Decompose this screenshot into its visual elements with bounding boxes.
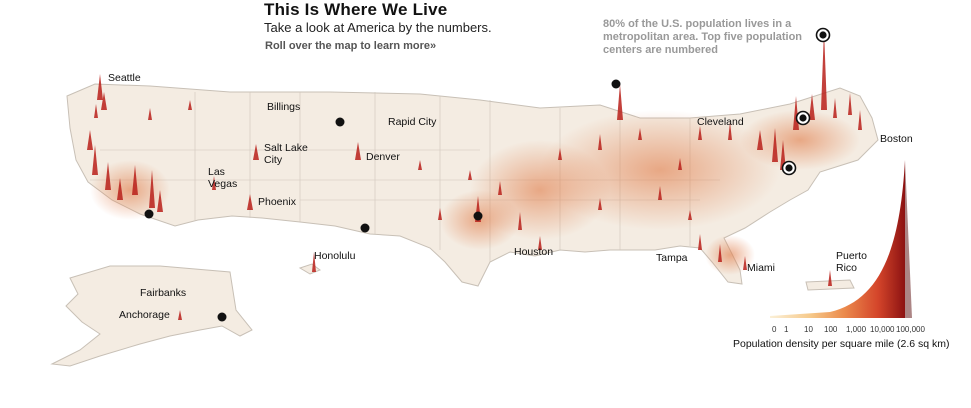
population-spike	[828, 270, 832, 286]
population-spike	[468, 170, 472, 180]
legend-tick: 1	[784, 325, 789, 334]
population-spike	[87, 130, 93, 150]
population-spike	[743, 256, 747, 270]
population-spike	[558, 148, 562, 160]
population-spike	[94, 104, 98, 118]
legend-tick: 1,000	[846, 325, 867, 334]
dot-nebraska	[335, 117, 345, 127]
population-spike	[157, 190, 163, 212]
population-spike	[438, 208, 442, 220]
population-spike	[638, 128, 642, 140]
label-houston: Houston	[514, 246, 553, 258]
hawaii-land[interactable]	[298, 263, 322, 275]
dot-anchorage	[217, 312, 227, 322]
population-spike	[538, 236, 542, 250]
population-spike	[355, 142, 361, 160]
population-spike	[498, 181, 502, 195]
alaska-land[interactable]	[50, 265, 253, 367]
population-spike	[149, 170, 155, 208]
page-title: This Is Where We Live	[264, 0, 448, 19]
label-rapid-city: Rapid City	[388, 116, 437, 128]
page-subtitle: Take a look at America by the numbers.	[264, 20, 492, 35]
metro-note: 80% of the U.S. population lives in a me…	[603, 18, 803, 56]
city-labels: Seattle Billings Rapid City Salt Lake Cit…	[108, 72, 913, 321]
population-spike	[698, 234, 702, 250]
population-spike	[809, 94, 815, 120]
population-spike	[678, 158, 682, 170]
legend-tick: 10,000	[870, 325, 895, 334]
label-tampa: Tampa	[656, 252, 688, 264]
legend-tick: 100,000	[896, 325, 925, 334]
density-legend	[770, 160, 912, 318]
population-spike	[97, 74, 103, 100]
population-spike	[658, 186, 662, 200]
label-miami: Miami	[747, 262, 775, 274]
population-spike	[598, 134, 602, 150]
city-dots	[144, 79, 621, 322]
marker-new-york[interactable]	[815, 27, 831, 43]
dot-chicago	[611, 79, 621, 89]
population-spike	[518, 212, 522, 230]
population-spike	[188, 100, 192, 110]
population-spike	[688, 210, 692, 220]
label-salt-lake-city: Salt Lake City	[264, 142, 308, 166]
label-billings: Billings	[267, 101, 300, 113]
label-phoenix: Phoenix	[258, 196, 297, 208]
legend-ramp	[770, 160, 905, 318]
population-spike	[821, 30, 827, 110]
population-spike	[833, 98, 837, 118]
population-spike	[312, 252, 316, 272]
label-las-vegas: Las Vegas	[208, 166, 237, 190]
population-spike	[698, 126, 702, 140]
dot-los-angeles	[144, 209, 154, 219]
population-spike	[132, 165, 138, 195]
population-spike	[105, 162, 111, 190]
population-spike	[178, 310, 182, 320]
population-spike	[757, 130, 763, 150]
label-cleveland: Cleveland	[697, 116, 744, 128]
legend-tick: 100	[824, 325, 838, 334]
population-spike	[728, 122, 732, 140]
population-spike	[858, 110, 862, 130]
population-spike	[247, 194, 253, 210]
legend-caption: Population density per square mile (2.6 …	[733, 338, 950, 350]
legend-tick: 10	[804, 325, 813, 334]
population-spike	[848, 93, 852, 115]
population-spike	[212, 176, 216, 190]
population-spike	[418, 160, 422, 170]
label-honolulu: Honolulu	[314, 250, 356, 262]
dot-new-mexico	[360, 223, 370, 233]
label-puerto-rico: Puerto Rico	[836, 250, 867, 274]
population-spike	[253, 144, 259, 160]
top-five-markers	[781, 27, 831, 176]
label-seattle: Seattle	[108, 72, 141, 84]
population-spike	[772, 128, 778, 162]
population-spike	[617, 84, 623, 120]
label-boston: Boston	[880, 133, 913, 145]
population-spike	[148, 108, 152, 120]
population-spike	[117, 178, 123, 200]
population-spike	[101, 92, 107, 110]
population-spike	[92, 145, 98, 175]
population-spike	[598, 198, 602, 210]
label-fairbanks: Fairbanks	[140, 287, 186, 299]
legend-tick: 0	[772, 325, 777, 334]
label-denver: Denver	[366, 151, 400, 163]
rollover-link[interactable]: Roll over the map to learn more»	[265, 40, 437, 52]
marker-washington[interactable]	[781, 160, 797, 176]
marker-philadelphia[interactable]	[795, 110, 811, 126]
population-spikes	[87, 30, 862, 320]
population-spike	[718, 244, 722, 262]
label-anchorage: Anchorage	[119, 309, 170, 321]
dot-dallas	[473, 211, 483, 221]
